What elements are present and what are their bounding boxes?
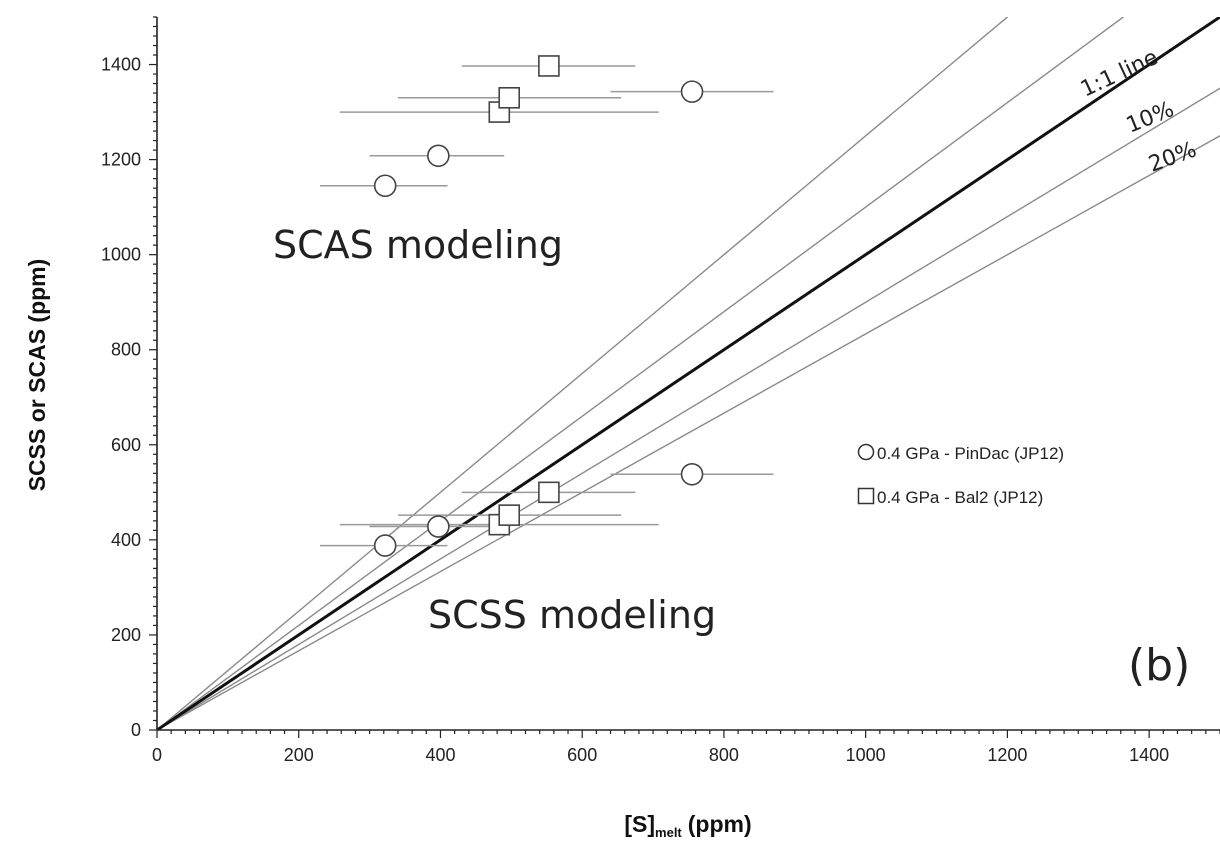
data-point-square-1 — [498, 87, 521, 109]
x-tick-label-200: 200 — [284, 745, 314, 765]
x-axis-title-main: [S] — [624, 811, 655, 837]
y-tick-label-1400: 1400 — [101, 55, 141, 75]
legend-circle-marker — [857, 443, 875, 461]
data-point-square-4 — [498, 504, 521, 526]
x-tick-label-1200: 1200 — [987, 745, 1027, 765]
label-20-percent: 20% — [1146, 137, 1201, 177]
y-tick-label-1200: 1200 — [101, 150, 141, 170]
x-axis-title-subscript: melt — [655, 825, 682, 840]
data-point-circle-4 — [427, 515, 450, 538]
data-point-circle-1 — [427, 144, 450, 168]
x-axis-title: [S]melt (ppm) — [624, 811, 751, 840]
y-tick-label-1000: 1000 — [101, 245, 141, 265]
x-tick-label-600: 600 — [567, 745, 597, 765]
legend-square-marker — [857, 487, 875, 505]
y-tick-label-600: 600 — [111, 435, 141, 455]
x-tick-label-0: 0 — [152, 745, 162, 765]
data-point-circle-3 — [373, 534, 397, 557]
legend-label-pindac: 0.4 GPa - PinDac (JP12) — [877, 444, 1064, 463]
y-tick-label-800: 800 — [111, 340, 141, 360]
x-tick-label-1400: 1400 — [1129, 745, 1169, 765]
x-tick-label-400: 400 — [425, 745, 455, 765]
reference-line-slope-1.25 — [157, 17, 1009, 730]
scas-modeling-label: SCAS modeling — [273, 223, 563, 267]
label-10-percent: 10% — [1123, 97, 1178, 139]
y-axis-title: SCSS or SCAS (ppm) — [24, 259, 50, 492]
label-1to1-line: 1:1 line — [1077, 45, 1162, 102]
data-point-circle-2 — [680, 80, 704, 103]
legend: 0.4 GPa - PinDac (JP12) 0.4 GPa - Bal2 (… — [857, 443, 1064, 507]
x-axis-title-unit: (ppm) — [688, 811, 752, 837]
legend-label-bal2: 0.4 GPa - Bal2 (JP12) — [877, 488, 1043, 507]
panel-label: (b) — [1128, 640, 1190, 691]
x-tick-label-800: 800 — [709, 745, 739, 765]
reference-line-slope-1.1 — [157, 17, 1125, 730]
data-point-circle-0 — [373, 174, 397, 198]
y-tick-label-400: 400 — [111, 530, 141, 550]
x-tick-label-1000: 1000 — [846, 745, 886, 765]
data-point-circle-5 — [680, 462, 704, 486]
y-tick-label-200: 200 — [111, 625, 141, 645]
y-tick-label-0: 0 — [131, 720, 141, 740]
data-point-square-2 — [538, 55, 560, 77]
scss-modeling-label: SCSS modeling — [428, 593, 716, 637]
data-point-square-5 — [538, 481, 560, 504]
